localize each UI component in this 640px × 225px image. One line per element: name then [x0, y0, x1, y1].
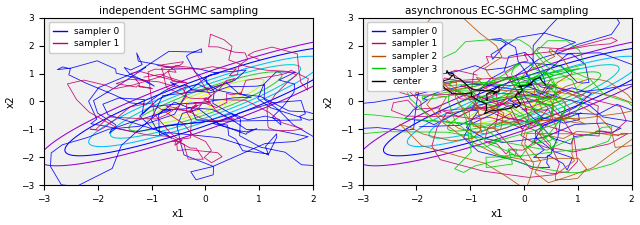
Legend: sampler 0, sampler 1, sampler 2, sampler 3, center: sampler 0, sampler 1, sampler 2, sampler…	[367, 22, 442, 91]
X-axis label: x1: x1	[491, 209, 504, 219]
Y-axis label: x2: x2	[324, 95, 334, 108]
Y-axis label: x2: x2	[6, 95, 15, 108]
Legend: sampler 0, sampler 1: sampler 0, sampler 1	[49, 22, 124, 53]
Title: independent SGHMC sampling: independent SGHMC sampling	[99, 6, 258, 16]
Title: asynchronous EC-SGHMC sampling: asynchronous EC-SGHMC sampling	[406, 6, 589, 16]
X-axis label: x1: x1	[172, 209, 185, 219]
